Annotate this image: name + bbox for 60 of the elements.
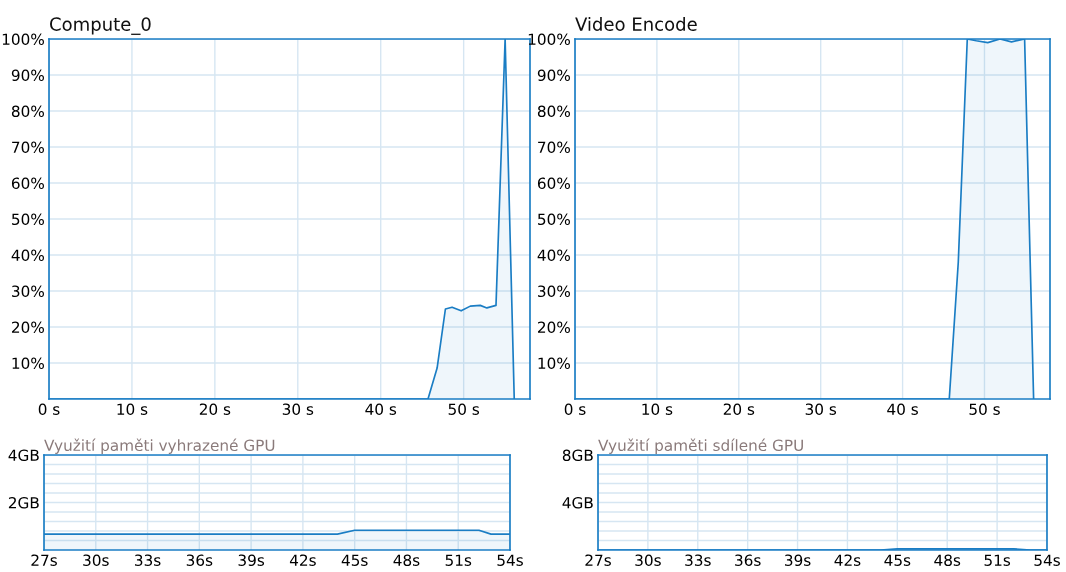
y-tick-label: 70% — [12, 141, 44, 154]
x-tick-label: 20 s — [723, 403, 755, 415]
x-tick-label: 30s — [635, 554, 661, 566]
x-tick-label: 51s — [445, 554, 472, 566]
x-tick-label: 30 s — [282, 403, 314, 415]
x-tick-label: 10 s — [642, 403, 673, 415]
x-tick-label: 36s — [186, 554, 213, 566]
x-tick-label: 42s — [834, 554, 861, 566]
x-tick-label: 0 s — [564, 403, 586, 415]
x-tick-label: 39s — [785, 554, 811, 566]
x-tick-label: 27s — [585, 554, 611, 566]
y-tick-label: 10% — [12, 357, 44, 370]
x-tick-label: 30s — [83, 554, 109, 566]
chart-title: Využití paměti vyhrazené GPU — [44, 438, 275, 455]
y-tick-label: 50% — [12, 213, 44, 226]
x-tick-label: 40 s — [887, 403, 918, 415]
y-tick-label: 40% — [11, 249, 44, 262]
chart-title: Video Encode — [575, 16, 697, 31]
x-tick-label: 45s — [341, 554, 368, 566]
y-tick-label: 90% — [537, 69, 570, 82]
x-tick-label: 45s — [884, 554, 911, 566]
y-tick-label: 80% — [537, 105, 570, 118]
y-tick-label: 2GB — [8, 496, 39, 509]
x-tick-label: 48s — [934, 554, 961, 566]
x-tick-label: 33s — [685, 554, 711, 566]
x-tick-label: 39s — [238, 554, 265, 566]
y-tick-label: 60% — [11, 177, 44, 190]
y-tick-label: 30% — [12, 285, 44, 298]
y-tick-label: 8GB — [562, 449, 593, 462]
y-tick-label: 40% — [537, 249, 570, 262]
y-tick-label: 50% — [538, 213, 570, 226]
x-tick-label: 54s — [497, 554, 523, 566]
y-tick-label: 70% — [538, 141, 570, 154]
y-tick-label: 20% — [538, 321, 570, 334]
x-tick-label: 48s — [393, 554, 420, 566]
x-tick-label: 30 s — [805, 403, 837, 415]
y-tick-label: 80% — [11, 105, 44, 118]
x-tick-label: 50 s — [448, 403, 480, 415]
y-tick-label: 100% — [528, 33, 570, 46]
x-tick-label: 27s — [31, 554, 57, 566]
x-tick-label: 10 s — [117, 403, 148, 415]
y-tick-label: 20% — [12, 321, 44, 334]
x-tick-label: 54s — [1034, 554, 1060, 566]
y-tick-label: 100% — [2, 33, 44, 46]
x-tick-label: 33s — [135, 554, 161, 566]
y-tick-label: 60% — [537, 177, 570, 190]
x-tick-label: 50 s — [969, 403, 1000, 415]
x-tick-label: 42s — [289, 554, 316, 566]
y-tick-label: 30% — [538, 285, 570, 298]
chart-title: Compute_0 — [50, 17, 151, 35]
y-tick-label: 90% — [11, 69, 44, 82]
chart-title: Využití paměti sdílené GPU — [598, 438, 803, 455]
x-tick-label: 0 s — [38, 403, 60, 415]
x-tick-label: 40 s — [365, 403, 397, 415]
x-tick-label: 51s — [984, 554, 1011, 566]
x-tick-label: 36s — [735, 554, 761, 566]
x-tick-label: 20 s — [199, 403, 231, 415]
y-tick-label: 10% — [538, 357, 570, 370]
y-tick-label: 4GB — [562, 496, 593, 509]
y-tick-label: 4GB — [8, 449, 39, 462]
